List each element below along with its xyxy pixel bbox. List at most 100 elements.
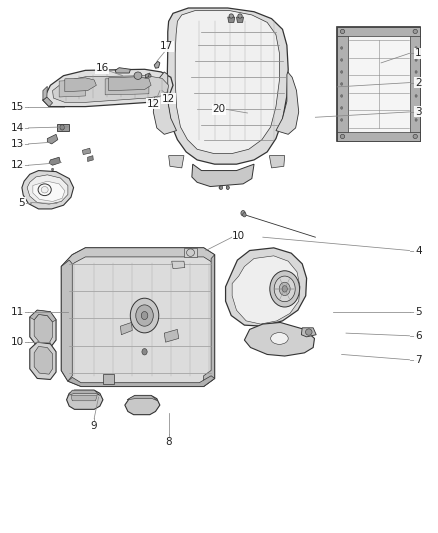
Polygon shape bbox=[120, 322, 132, 335]
Ellipse shape bbox=[279, 282, 290, 295]
Polygon shape bbox=[22, 171, 74, 209]
Ellipse shape bbox=[219, 186, 223, 189]
Text: 16: 16 bbox=[95, 63, 109, 73]
Ellipse shape bbox=[415, 83, 417, 85]
Polygon shape bbox=[232, 256, 300, 324]
Polygon shape bbox=[68, 390, 100, 395]
Ellipse shape bbox=[274, 276, 295, 302]
Text: 4: 4 bbox=[415, 246, 422, 255]
Polygon shape bbox=[109, 77, 151, 91]
Text: 2: 2 bbox=[415, 78, 422, 87]
Ellipse shape bbox=[415, 119, 417, 122]
Text: 12: 12 bbox=[11, 160, 24, 170]
Polygon shape bbox=[34, 346, 53, 374]
Text: 12: 12 bbox=[162, 94, 175, 103]
Polygon shape bbox=[175, 11, 279, 154]
Text: 17: 17 bbox=[160, 42, 173, 51]
Text: 11: 11 bbox=[11, 307, 24, 317]
Ellipse shape bbox=[142, 349, 147, 355]
Ellipse shape bbox=[415, 59, 417, 61]
Ellipse shape bbox=[340, 47, 343, 50]
Polygon shape bbox=[68, 376, 215, 386]
Text: 10: 10 bbox=[11, 337, 24, 347]
Polygon shape bbox=[43, 86, 47, 100]
Polygon shape bbox=[30, 310, 56, 322]
Polygon shape bbox=[103, 374, 114, 384]
Polygon shape bbox=[237, 17, 244, 22]
Polygon shape bbox=[115, 68, 131, 73]
Ellipse shape bbox=[226, 186, 230, 189]
Ellipse shape bbox=[131, 298, 159, 333]
Ellipse shape bbox=[415, 107, 417, 109]
Polygon shape bbox=[269, 156, 285, 168]
Ellipse shape bbox=[226, 186, 229, 189]
Ellipse shape bbox=[340, 95, 343, 97]
Ellipse shape bbox=[238, 14, 242, 18]
Polygon shape bbox=[337, 27, 420, 36]
Ellipse shape bbox=[51, 168, 54, 171]
Polygon shape bbox=[164, 329, 179, 342]
Polygon shape bbox=[34, 314, 53, 343]
Ellipse shape bbox=[60, 125, 64, 130]
Ellipse shape bbox=[340, 70, 343, 73]
Polygon shape bbox=[301, 328, 316, 337]
Polygon shape bbox=[47, 134, 58, 144]
Text: 15: 15 bbox=[11, 102, 24, 111]
Ellipse shape bbox=[270, 271, 300, 307]
Polygon shape bbox=[244, 322, 314, 356]
Polygon shape bbox=[59, 80, 85, 97]
Polygon shape bbox=[61, 260, 72, 381]
Text: 10: 10 bbox=[232, 231, 245, 240]
Polygon shape bbox=[337, 27, 420, 141]
Polygon shape bbox=[192, 164, 254, 187]
Polygon shape bbox=[410, 27, 420, 141]
Ellipse shape bbox=[136, 305, 153, 326]
Polygon shape bbox=[43, 69, 173, 107]
Ellipse shape bbox=[271, 333, 288, 344]
Ellipse shape bbox=[141, 311, 148, 320]
Ellipse shape bbox=[340, 83, 343, 85]
Polygon shape bbox=[337, 27, 348, 141]
Ellipse shape bbox=[243, 213, 246, 217]
Text: 12: 12 bbox=[147, 99, 160, 109]
Polygon shape bbox=[71, 395, 97, 401]
Polygon shape bbox=[33, 181, 65, 201]
Ellipse shape bbox=[415, 95, 417, 97]
Text: 14: 14 bbox=[11, 123, 24, 133]
Ellipse shape bbox=[219, 186, 222, 189]
Polygon shape bbox=[172, 261, 185, 269]
Text: 20: 20 bbox=[212, 104, 226, 114]
Polygon shape bbox=[228, 17, 235, 22]
Text: 8: 8 bbox=[165, 438, 172, 447]
Text: 13: 13 bbox=[11, 139, 24, 149]
Ellipse shape bbox=[340, 134, 345, 139]
Polygon shape bbox=[154, 61, 160, 68]
Polygon shape bbox=[61, 248, 215, 274]
Text: 9: 9 bbox=[91, 422, 98, 431]
Ellipse shape bbox=[340, 59, 343, 61]
Polygon shape bbox=[88, 156, 93, 161]
Polygon shape bbox=[167, 8, 288, 164]
Polygon shape bbox=[30, 310, 56, 348]
Polygon shape bbox=[27, 175, 68, 204]
Ellipse shape bbox=[41, 187, 48, 193]
Polygon shape bbox=[276, 72, 299, 134]
Ellipse shape bbox=[148, 74, 151, 77]
Ellipse shape bbox=[305, 329, 312, 335]
Text: 5: 5 bbox=[18, 198, 25, 207]
Polygon shape bbox=[226, 248, 307, 326]
Ellipse shape bbox=[340, 119, 343, 122]
Text: 6: 6 bbox=[415, 331, 422, 341]
Polygon shape bbox=[127, 395, 158, 401]
Ellipse shape bbox=[413, 134, 417, 139]
Ellipse shape bbox=[282, 286, 287, 292]
Polygon shape bbox=[49, 157, 60, 165]
Ellipse shape bbox=[340, 107, 343, 109]
Ellipse shape bbox=[229, 14, 233, 18]
Polygon shape bbox=[184, 248, 197, 257]
Text: 5: 5 bbox=[415, 307, 422, 317]
Polygon shape bbox=[153, 72, 177, 134]
Polygon shape bbox=[145, 73, 150, 78]
Polygon shape bbox=[169, 156, 184, 168]
Ellipse shape bbox=[415, 47, 417, 50]
